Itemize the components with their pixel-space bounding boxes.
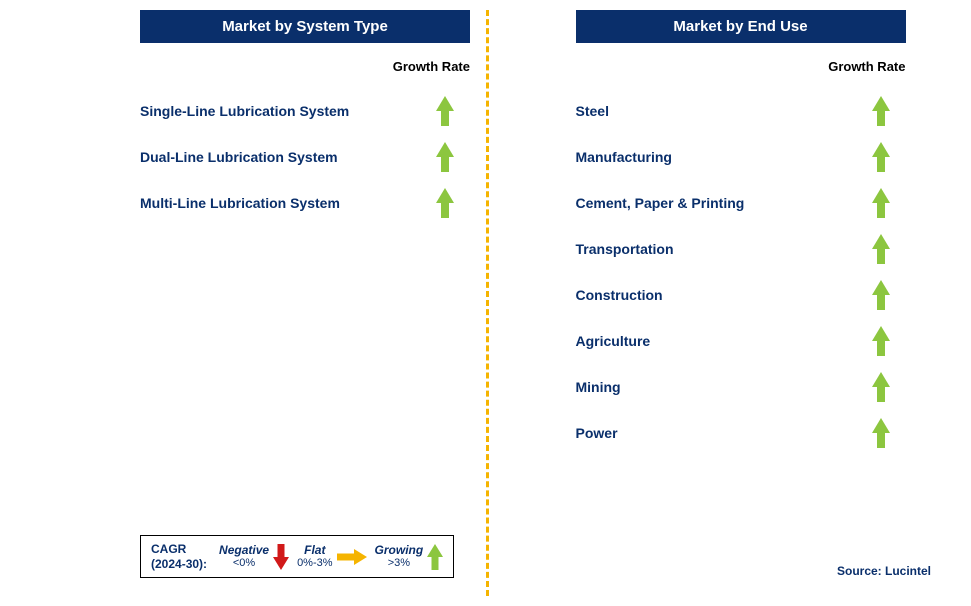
legend-title-line1: CAGR [151,542,186,556]
growth-indicator [856,142,906,172]
arrow-up-icon [872,418,890,448]
growth-indicator [420,142,470,172]
list-item: Single-Line Lubrication System [140,88,470,134]
arrow-up-icon [872,188,890,218]
legend-growing-label: Growing [375,543,424,557]
row-label: Dual-Line Lubrication System [140,149,338,165]
list-item: Dual-Line Lubrication System [140,134,470,180]
legend-flat: Flat 0%-3% [297,543,366,571]
growth-indicator [856,234,906,264]
row-label: Power [576,425,618,441]
list-item: Steel [576,88,906,134]
list-item: Construction [576,272,906,318]
infographic-root: Market by System Type Growth Rate Single… [0,0,971,606]
arrow-up-icon [872,96,890,126]
list-item: Agriculture [576,318,906,364]
source-attribution: Source: Lucintel [837,564,931,578]
row-label: Cement, Paper & Printing [576,195,745,211]
row-label: Manufacturing [576,149,672,165]
arrow-up-icon [872,234,890,264]
legend-growing-range: >3% [388,557,410,570]
row-label: Steel [576,103,609,119]
arrow-up-icon [872,142,890,172]
legend-title-line2: (2024-30): [151,557,207,571]
arrow-up-icon [436,96,454,126]
growth-indicator [856,188,906,218]
growth-indicator [856,326,906,356]
row-label: Single-Line Lubrication System [140,103,349,119]
legend-title: CAGR (2024-30): [151,542,207,571]
left-growth-rate-label: Growth Rate [393,59,470,74]
left-panel: Market by System Type Growth Rate Single… [0,0,516,606]
right-rows: Steel Manufacturing Cement, Paper & Printi… [576,88,906,456]
list-item: Mining [576,364,906,410]
growth-indicator [420,96,470,126]
list-item: Cement, Paper & Printing [576,180,906,226]
legend-flat-range: 0%-3% [297,557,332,570]
growth-indicator [856,96,906,126]
list-item: Multi-Line Lubrication System [140,180,470,226]
row-label: Multi-Line Lubrication System [140,195,340,211]
arrow-right-icon [337,549,367,565]
list-item: Manufacturing [576,134,906,180]
growth-indicator [420,188,470,218]
list-item: Transportation [576,226,906,272]
legend-flat-label: Flat [304,543,325,557]
legend-growing: Growing >3% [375,543,444,571]
legend-negative-range: <0% [233,557,255,570]
arrow-up-icon [872,326,890,356]
arrow-up-icon [872,280,890,310]
growth-indicator [856,372,906,402]
growth-indicator [856,280,906,310]
right-panel-title: Market by End Use [576,10,906,43]
right-panel: Market by End Use Growth Rate Steel Manuf… [516,0,971,606]
row-label: Agriculture [576,333,651,349]
row-label: Construction [576,287,663,303]
vertical-divider [486,10,489,596]
arrow-up-icon [436,188,454,218]
arrow-up-icon [436,142,454,172]
list-item: Power [576,410,906,456]
arrow-down-icon [273,544,289,570]
arrow-up-icon [872,372,890,402]
legend-negative: Negative <0% [219,543,289,571]
growth-indicator [856,418,906,448]
arrow-up-icon [427,544,443,570]
left-rows: Single-Line Lubrication System Dual-Line … [140,88,470,226]
row-label: Mining [576,379,621,395]
row-label: Transportation [576,241,674,257]
cagr-legend: CAGR (2024-30): Negative <0% Flat 0%-3% [140,535,454,578]
right-growth-rate-label: Growth Rate [828,59,905,74]
left-panel-title: Market by System Type [140,10,470,43]
legend-negative-label: Negative [219,543,269,557]
